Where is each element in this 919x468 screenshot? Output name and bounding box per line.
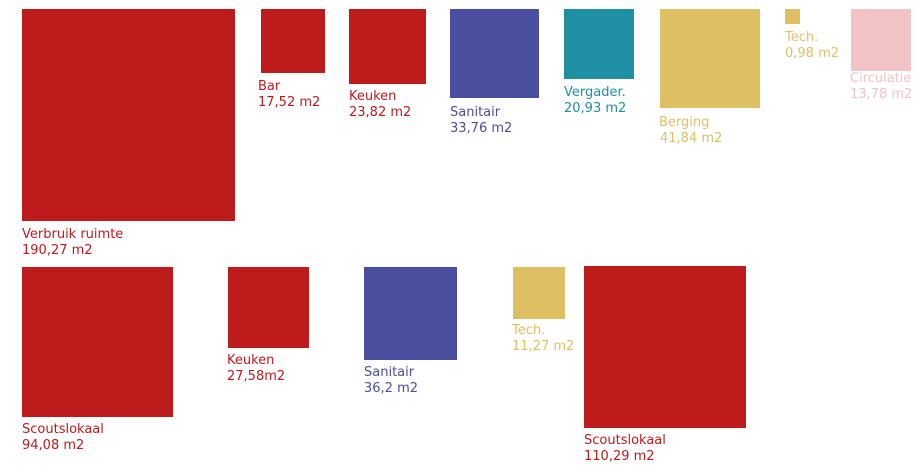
area-square [22, 267, 173, 417]
area-square [660, 9, 760, 108]
room-label: Vergader. 20,93 m2 [564, 85, 626, 117]
area-square [450, 9, 539, 98]
room-area: 20,93 m2 [564, 101, 627, 116]
room-area: 94,08 m2 [22, 438, 85, 453]
room-name: Keuken [227, 353, 275, 368]
area-square [584, 266, 746, 428]
room-name: Bar [258, 79, 281, 94]
room-area: 13,78 m2 [850, 87, 913, 102]
room-area: 36,2 m2 [364, 381, 419, 396]
room-name: Vergader. [564, 85, 626, 100]
room-area: 0,98 m2 [785, 46, 840, 61]
room-area: 11,27 m2 [512, 339, 575, 354]
area-square [513, 267, 565, 319]
room-label: Circulatie 13,78 m2 [850, 71, 918, 103]
room-label: Verbruik ruimte 190,27 m2 [22, 227, 123, 259]
room-label: Berging 41,84 m2 [659, 115, 722, 147]
room-label: Scoutslokaal 94,08 m2 [22, 422, 104, 454]
area-square [564, 9, 634, 79]
area-square [364, 267, 457, 360]
room-label: Keuken 23,82 m2 [349, 89, 411, 121]
room-name: Scoutslokaal [22, 422, 104, 437]
room-label: Sanitair 33,76 m2 [450, 105, 512, 137]
room-name: Tech. [512, 323, 546, 338]
room-name: Circulatie [850, 71, 912, 86]
room-area: 23,82 m2 [349, 105, 412, 120]
room-area: 17,52 m2 [258, 95, 321, 110]
room-area: 190,27 m2 [22, 243, 93, 258]
room-name: Sanitair [450, 105, 501, 120]
room-area: 27,58m2 [227, 369, 286, 384]
room-label: Keuken 27,58m2 [227, 353, 285, 385]
area-square [228, 267, 309, 348]
area-square [261, 9, 325, 73]
room-label: Tech. 11,27 m2 [512, 323, 574, 355]
area-square [851, 9, 911, 71]
room-label: Scoutslokaal 110,29 m2 [584, 433, 666, 465]
area-square [349, 9, 426, 84]
room-name: Berging [659, 115, 710, 130]
area-square [22, 9, 235, 221]
room-name: Scoutslokaal [584, 433, 666, 448]
room-name: Tech. [785, 30, 819, 45]
room-name: Sanitair [364, 365, 415, 380]
area-square [785, 9, 800, 24]
room-area: 110,29 m2 [584, 449, 655, 464]
room-label: Tech. 0,98 m2 [785, 30, 839, 62]
room-area: 41,84 m2 [660, 131, 723, 146]
room-name: Keuken [349, 89, 397, 104]
room-name: Verbruik ruimte [22, 227, 124, 242]
room-area: 33,76 m2 [450, 121, 513, 136]
room-label: Bar 17,52 m2 [258, 79, 320, 111]
room-label: Sanitair 36,2 m2 [364, 365, 418, 397]
